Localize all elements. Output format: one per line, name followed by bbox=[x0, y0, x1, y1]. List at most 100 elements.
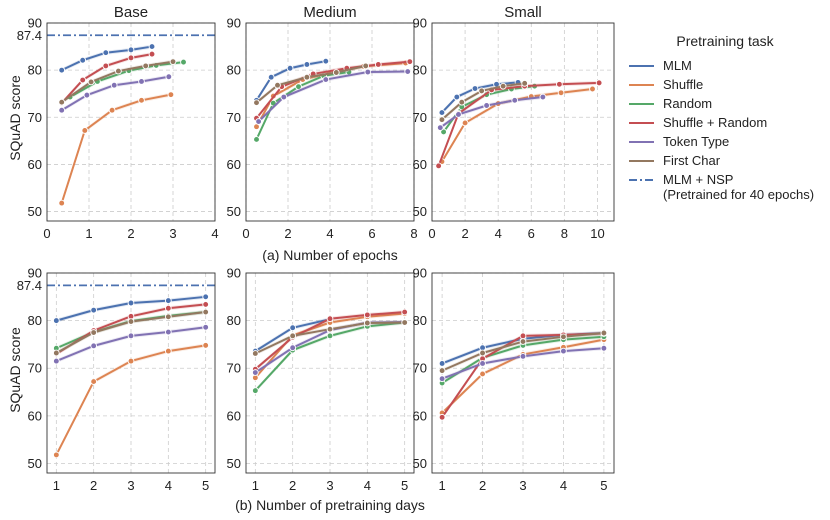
series-shuffle bbox=[58, 91, 175, 207]
data-point bbox=[521, 79, 529, 87]
data-point bbox=[138, 78, 145, 85]
data-point bbox=[438, 116, 446, 123]
data-point bbox=[453, 93, 461, 101]
plot-frame bbox=[431, 272, 615, 474]
legend-label: Random bbox=[663, 96, 712, 111]
data-point bbox=[165, 73, 173, 81]
data-point bbox=[202, 342, 210, 349]
y-tick-label: 90 bbox=[227, 266, 241, 281]
data-point bbox=[519, 338, 527, 345]
data-point bbox=[589, 85, 596, 93]
y-tick-label: 80 bbox=[413, 63, 427, 78]
y-tick-label: 70 bbox=[413, 361, 427, 376]
data-point bbox=[127, 299, 135, 307]
y-tick-label: 50 bbox=[28, 456, 42, 471]
y-tick-label: 80 bbox=[28, 313, 42, 328]
x-tick-label: 6 bbox=[528, 226, 535, 241]
data-point bbox=[58, 106, 66, 114]
data-point bbox=[108, 106, 116, 114]
y-tick-label: 50 bbox=[28, 204, 42, 219]
data-point bbox=[438, 109, 446, 116]
data-point bbox=[110, 81, 118, 89]
data-point bbox=[267, 73, 275, 81]
data-point bbox=[438, 360, 446, 367]
data-point bbox=[81, 127, 89, 134]
data-point bbox=[600, 329, 608, 337]
data-point bbox=[79, 76, 87, 84]
series-first-char bbox=[253, 62, 370, 107]
x-tick-label: 0 bbox=[428, 226, 435, 241]
series-first-char bbox=[58, 58, 177, 106]
x-tick-label: 5 bbox=[202, 478, 209, 493]
y-tick-label: 90 bbox=[28, 266, 42, 281]
data-point bbox=[455, 111, 462, 118]
data-point bbox=[440, 128, 447, 136]
x-tick-label: 3 bbox=[519, 478, 526, 493]
panel-title: Base bbox=[114, 4, 148, 21]
legend-entry-shuffle-random: Shuffle + Random bbox=[629, 115, 767, 130]
data-point bbox=[202, 323, 210, 331]
data-point bbox=[363, 311, 371, 319]
legend-entry-random: Random bbox=[629, 96, 712, 111]
ylabel-row-a: SQuAD score bbox=[7, 75, 23, 161]
series-line bbox=[437, 81, 600, 167]
data-point bbox=[289, 324, 297, 332]
data-point bbox=[115, 67, 122, 75]
series-token-type bbox=[58, 73, 173, 114]
series-shuffle-random bbox=[253, 58, 414, 122]
legend-entry-token-type: Token Type bbox=[629, 134, 729, 149]
data-point bbox=[438, 375, 446, 383]
data-point bbox=[180, 58, 187, 66]
y-tick-label: 70 bbox=[413, 110, 427, 125]
series-token-type bbox=[438, 344, 608, 383]
data-point bbox=[127, 46, 135, 54]
data-point bbox=[438, 367, 446, 374]
x-tick-label: 8 bbox=[561, 226, 568, 241]
y-tick-label: 50 bbox=[227, 204, 241, 219]
data-point bbox=[401, 319, 409, 326]
series-token-type bbox=[436, 93, 547, 132]
panel-b-2: 50 60 70 80 90 1 2 3 4 5 bbox=[227, 266, 415, 493]
data-point bbox=[322, 57, 330, 65]
x-tick-label: 1 bbox=[438, 478, 445, 493]
plot-frame bbox=[245, 272, 415, 474]
data-point bbox=[374, 61, 382, 68]
data-point bbox=[102, 62, 110, 70]
data-point bbox=[519, 352, 527, 360]
data-point bbox=[322, 76, 330, 83]
plot-frame bbox=[46, 272, 216, 474]
panel-b-1: 50 60 70 80 90 1 2 3 4 5 87.4 bbox=[17, 266, 216, 493]
data-point bbox=[58, 98, 66, 106]
panel-a-1: 50 60 70 80 90 0 1 2 3 4 87.4 Base bbox=[17, 4, 219, 241]
panel-b-3: 50 60 70 80 90 1 2 3 4 5 bbox=[413, 266, 615, 493]
data-point bbox=[148, 43, 156, 50]
y-tick-label: 80 bbox=[227, 63, 241, 78]
data-point bbox=[286, 64, 294, 72]
y-tick-label: 90 bbox=[28, 16, 42, 31]
x-tick-label: 4 bbox=[165, 478, 172, 493]
data-point bbox=[363, 319, 371, 327]
reference-line-label: 87.4 bbox=[17, 278, 42, 293]
data-point bbox=[167, 91, 175, 99]
panel-a-2: 50 60 70 80 90 0 2 4 6 8 Medium bbox=[227, 4, 418, 241]
caption-row-a: (a) Number of epochs bbox=[262, 247, 397, 263]
data-point bbox=[303, 73, 311, 81]
legend-label: Shuffle bbox=[663, 77, 703, 92]
data-point bbox=[401, 308, 409, 316]
y-tick-label: 50 bbox=[413, 456, 427, 471]
data-point bbox=[560, 347, 567, 355]
y-tick-label: 60 bbox=[227, 157, 241, 172]
data-point bbox=[164, 313, 172, 321]
data-point bbox=[202, 308, 210, 316]
data-point bbox=[90, 342, 98, 350]
x-tick-label: 0 bbox=[43, 226, 50, 241]
legend-entry-mlm: MLM bbox=[629, 58, 692, 73]
x-tick-label: 4 bbox=[211, 226, 218, 241]
confidence-band bbox=[56, 302, 206, 356]
x-tick-label: 4 bbox=[495, 226, 502, 241]
legend-entry-mlm-nsp: MLM + NSP(Pretrained for 40 epochs) bbox=[629, 172, 814, 202]
data-point bbox=[142, 62, 150, 70]
data-point bbox=[90, 329, 98, 336]
